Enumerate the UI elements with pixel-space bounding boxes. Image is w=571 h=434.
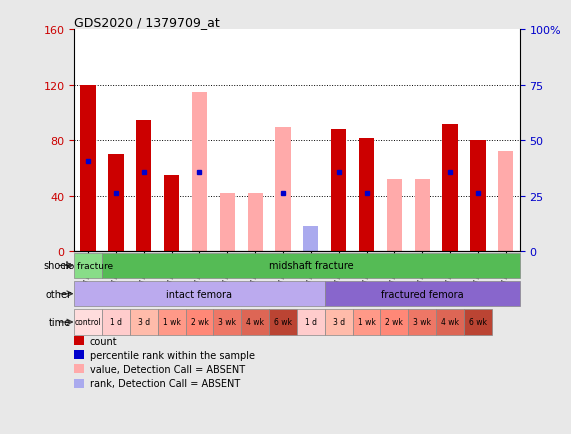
Text: 3 d: 3 d bbox=[333, 318, 345, 327]
Bar bbox=[192, 92, 207, 252]
Bar bbox=[74, 281, 325, 307]
Text: 1 d: 1 d bbox=[110, 318, 122, 327]
Text: rank, Detection Call = ABSENT: rank, Detection Call = ABSENT bbox=[90, 378, 240, 388]
Text: intact femora: intact femora bbox=[167, 289, 232, 299]
Text: fractured femora: fractured femora bbox=[381, 289, 464, 299]
Text: 3 wk: 3 wk bbox=[218, 318, 236, 327]
Bar bbox=[387, 180, 402, 252]
Text: other: other bbox=[45, 289, 71, 299]
Bar bbox=[380, 309, 408, 335]
Text: 1 wk: 1 wk bbox=[357, 318, 376, 327]
Text: 2 wk: 2 wk bbox=[385, 318, 403, 327]
Text: 6 wk: 6 wk bbox=[469, 318, 487, 327]
Bar bbox=[436, 309, 464, 335]
Bar bbox=[247, 194, 263, 252]
Bar bbox=[136, 120, 151, 252]
Bar bbox=[130, 309, 158, 335]
Text: shock: shock bbox=[43, 261, 71, 271]
Text: 4 wk: 4 wk bbox=[441, 318, 459, 327]
Bar bbox=[464, 309, 492, 335]
Text: percentile rank within the sample: percentile rank within the sample bbox=[90, 350, 255, 360]
Bar bbox=[74, 336, 84, 345]
Text: 6 wk: 6 wk bbox=[274, 318, 292, 327]
Bar bbox=[269, 309, 297, 335]
Text: no fracture: no fracture bbox=[63, 261, 113, 270]
Bar bbox=[158, 309, 186, 335]
Bar bbox=[220, 194, 235, 252]
Bar bbox=[186, 309, 214, 335]
Bar bbox=[214, 309, 241, 335]
Bar bbox=[74, 378, 84, 388]
Bar bbox=[102, 309, 130, 335]
Bar bbox=[498, 152, 513, 252]
Bar bbox=[164, 176, 179, 252]
Bar bbox=[74, 253, 102, 279]
Text: 1 d: 1 d bbox=[305, 318, 317, 327]
Text: count: count bbox=[90, 336, 118, 346]
Bar bbox=[74, 351, 84, 359]
Bar bbox=[74, 365, 84, 374]
Text: 3 d: 3 d bbox=[138, 318, 150, 327]
Bar bbox=[408, 309, 436, 335]
Bar bbox=[415, 180, 430, 252]
Bar bbox=[359, 138, 374, 252]
Text: 3 wk: 3 wk bbox=[413, 318, 431, 327]
Bar bbox=[108, 155, 124, 252]
Bar bbox=[470, 141, 485, 252]
Bar bbox=[325, 309, 353, 335]
Text: 1 wk: 1 wk bbox=[163, 318, 180, 327]
Text: 2 wk: 2 wk bbox=[191, 318, 208, 327]
Bar bbox=[241, 309, 269, 335]
Text: time: time bbox=[49, 317, 71, 327]
Bar bbox=[81, 86, 96, 252]
Bar bbox=[275, 127, 291, 252]
Text: midshaft fracture: midshaft fracture bbox=[268, 261, 353, 271]
Text: value, Detection Call = ABSENT: value, Detection Call = ABSENT bbox=[90, 364, 245, 374]
Bar bbox=[325, 281, 520, 307]
Bar bbox=[331, 130, 347, 252]
Text: GDS2020 / 1379709_at: GDS2020 / 1379709_at bbox=[74, 16, 220, 29]
Text: 4 wk: 4 wk bbox=[246, 318, 264, 327]
Bar bbox=[303, 227, 319, 252]
Bar bbox=[74, 309, 102, 335]
Bar bbox=[353, 309, 380, 335]
Text: control: control bbox=[75, 318, 102, 327]
Bar bbox=[297, 309, 325, 335]
Bar bbox=[443, 125, 458, 252]
